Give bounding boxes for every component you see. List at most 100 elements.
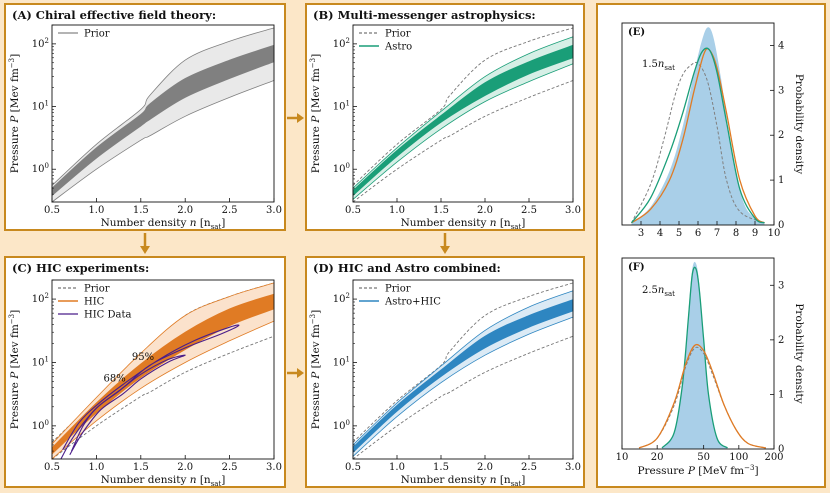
y-tick-label: 102 [333, 37, 350, 50]
axes-frame [621, 257, 775, 450]
band-95 [51, 27, 275, 203]
x-tick-label: 10 [616, 452, 629, 463]
y-tick-label: 101 [333, 100, 350, 113]
x-tick-label: 1.5 [133, 205, 149, 216]
x-tick-label: 1.0 [88, 462, 104, 473]
y-tick-label: 102 [32, 292, 49, 305]
legend-label-hic-data: HIC Data [84, 310, 131, 321]
legend-label-hic: HIC [84, 297, 105, 308]
x-tick-label: 7 [714, 228, 720, 239]
pdf-hic-astro [631, 27, 765, 225]
y-tick-label: 101 [32, 100, 49, 113]
y-axis-label: Pressure P [Mev fm−3] [8, 310, 21, 429]
y-tick-label: 1 [778, 389, 784, 400]
chart-d: 0.5 1.0 1.5 2.0 2.5 3.0 100 101 102 Number densit… [309, 279, 581, 488]
legend-label-prior: Prior [385, 284, 411, 295]
y-tick-label: 3 [778, 85, 784, 96]
x-tick-label: 1.5 [433, 205, 449, 216]
x-tick-label: 3.0 [565, 205, 581, 216]
panel-c: (C) HIC experiments: 95% 68% 0.5 1.0 1.5 2.0 2… [4, 256, 286, 488]
x-tick-label: 100 [729, 452, 748, 463]
x-axis-label: Number density n [nsat] [401, 474, 526, 488]
x-tick-label: 2.0 [177, 205, 193, 216]
y-tick-label: 0 [778, 220, 784, 231]
prior-lower-bound [352, 80, 574, 203]
x-tick-label: 0.5 [345, 462, 361, 473]
arrow-c-to-d [287, 368, 304, 378]
pdf-prior [638, 346, 766, 449]
x-tick-label: 9 [752, 228, 758, 239]
y-tick-label: 102 [333, 292, 350, 305]
y-tick-label: 101 [32, 355, 49, 368]
panel-a-title: (A) Chiral effective field theory: [12, 8, 217, 22]
x-tick-label: 10 [768, 228, 781, 239]
legend-label-prior: Prior [385, 29, 411, 40]
y-tick-label: 100 [333, 419, 350, 432]
axes-frame [352, 279, 574, 460]
y-tick-label: 102 [32, 37, 49, 50]
y-tick-label: 4 [778, 40, 784, 51]
plot-area [352, 282, 574, 460]
density-annotation: 1.5nsat [642, 59, 675, 72]
x-tick-label: 1.5 [133, 462, 149, 473]
legend-label-astro: Astro [384, 42, 412, 53]
x-tick-label: 2.0 [177, 462, 193, 473]
x-tick-label: 3 [638, 228, 644, 239]
y-tick-label: 100 [333, 162, 350, 175]
panel-label: (E) [628, 27, 645, 38]
legend-label-astro-hic: Astro+HIC [384, 297, 441, 308]
hic-data-68-contour [69, 354, 186, 456]
panel-b-title: (B) Multi-messenger astrophysics: [313, 8, 536, 22]
panel-c-title: (C) HIC experiments: [12, 261, 150, 275]
x-tick-label: 3.0 [266, 205, 282, 216]
annotation-68: 68% [104, 374, 126, 385]
chart-b: 0.5 1.0 1.5 2.0 2.5 3.0 100 101 102 Number densit… [309, 24, 581, 231]
chart-c: 95% 68% 0.5 1.0 1.5 2.0 2.5 3.0 100 101 102 Number … [8, 279, 282, 488]
axes-frame [51, 279, 275, 460]
y-tick-label: 101 [333, 355, 350, 368]
y-tick-label: 2 [778, 335, 784, 346]
x-axis-label: Number density n [nsat] [401, 217, 526, 231]
x-tick-label: 4 [657, 228, 663, 239]
x-tick-label: 50 [697, 452, 710, 463]
band-68 [352, 299, 574, 454]
pdf-astro [630, 47, 765, 224]
plot-area [51, 27, 275, 203]
axes-frame [51, 24, 275, 203]
pdf-hic-astro [662, 261, 728, 449]
annotation-95: 95% [132, 352, 154, 363]
y-tick-label: 0 [778, 444, 784, 455]
x-tick-label: 1.0 [389, 462, 405, 473]
chart-a: 0.5 1.0 1.5 2.0 2.5 3.0 100 101 102 Number densit… [8, 24, 282, 231]
x-axis-label: Number density n [nsat] [101, 217, 226, 231]
pdf-hic [638, 343, 766, 449]
arrow-a-to-c [140, 233, 150, 254]
x-tick-label: 2.5 [222, 205, 238, 216]
panel-d: (D) HIC and Astro combined: 0.5 1.0 1.5 2.0… [305, 256, 585, 488]
y-tick-label: 1 [778, 175, 784, 186]
x-tick-label: 2.5 [222, 462, 238, 473]
panel-d-title: (D) HIC and Astro combined: [313, 261, 501, 275]
x-tick-label: 2.5 [521, 462, 537, 473]
prior-upper-bound [352, 27, 574, 186]
x-tick-label: 0.5 [44, 462, 60, 473]
x-tick-label: 8 [733, 228, 739, 239]
pdf-prior [631, 61, 765, 224]
x-axis-label: Pressure P [MeV fm−3] [637, 464, 758, 477]
x-tick-label: 1.5 [433, 462, 449, 473]
x-tick-label: 3.0 [266, 462, 282, 473]
panel-b: (B) Multi-messenger astrophysics: 0.5 1.0… [305, 3, 585, 231]
prior-upper-bound [352, 282, 574, 443]
y-axis-label: Pressure P [Mev fm−3] [8, 54, 21, 173]
y-axis-label: Probability density [793, 303, 805, 403]
y-tick-label: 2 [778, 130, 784, 141]
x-tick-label: 0.5 [44, 205, 60, 216]
y-tick-label: 100 [32, 419, 49, 432]
y-tick-label: 3 [778, 280, 784, 291]
legend-label-prior: Prior [84, 29, 110, 40]
x-tick-label: 200 [764, 452, 783, 463]
y-axis-label: Pressure P [Mev fm−3] [309, 310, 322, 429]
band-68 [352, 44, 574, 197]
x-tick-label: 2.0 [477, 205, 493, 216]
